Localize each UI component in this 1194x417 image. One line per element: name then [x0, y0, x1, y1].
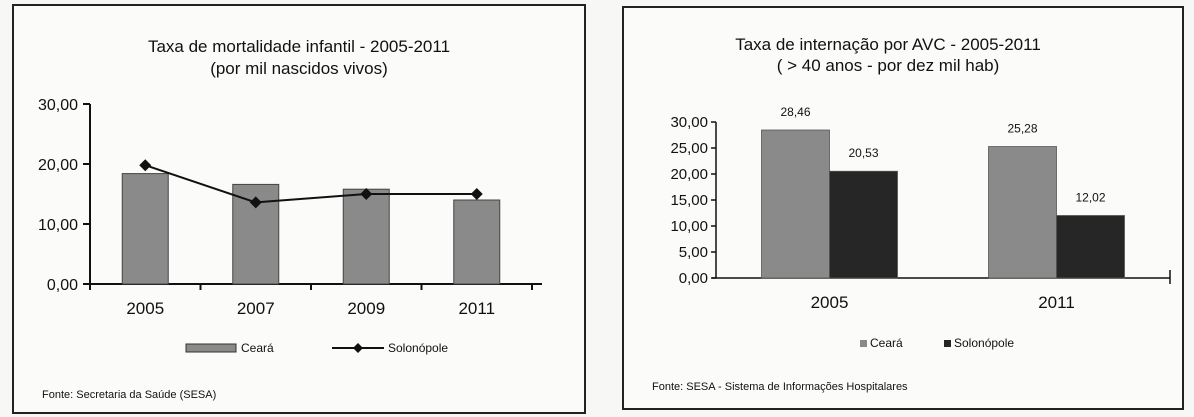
x-tick-label: 2009 — [347, 299, 385, 318]
point-solonopole-2007 — [249, 196, 262, 209]
legend: Ceará Solonópole — [185, 341, 448, 355]
legend-swatch-ceara — [860, 340, 867, 347]
bar-solonopole-2005 — [829, 170, 898, 279]
y-tick-label: 30,00 — [670, 114, 708, 131]
bar-solonopole-2011 — [1056, 215, 1125, 279]
chart-panel-mortalidade: Taxa de mortalidade infantil - 2005-2011… — [12, 4, 586, 414]
legend-marker-solonopole — [353, 343, 363, 353]
bar-ceara-2005 — [761, 129, 830, 279]
x-tick-label: 2005 — [811, 293, 849, 312]
point-solonopole-2011 — [470, 188, 483, 200]
bar-ceara-2005 — [121, 173, 169, 285]
x-tick-label: 2005 — [126, 299, 164, 318]
y-tick-label: 30,00 — [38, 97, 78, 114]
chart-panel-avc: Taxa de internação por AVC - 2005-2011 (… — [622, 6, 1184, 410]
legend-label-ceara: Ceará — [241, 341, 274, 355]
y-tick-label: 15,00 — [670, 192, 708, 209]
y-tick-label: 0,00 — [679, 270, 708, 287]
data-label: 25,28 — [1007, 122, 1037, 136]
legend-label-solonopole: Solonópole — [954, 336, 1014, 350]
x-tick-label: 2011 — [458, 299, 495, 318]
chart-title: Taxa de mortalidade infantil - 2005-2011 — [148, 37, 450, 56]
point-solonopole-2009 — [360, 188, 373, 200]
x-tick-label: 2007 — [237, 299, 275, 318]
chart-mortalidade-svg: Taxa de mortalidade infantil - 2005-2011… — [38, 37, 542, 401]
line-solonopole — [144, 164, 477, 204]
y-tick-label: 5,00 — [679, 244, 708, 261]
x-tick-label: 2011 — [1038, 293, 1075, 312]
source-note: Fonte: SESA - Sistema de Informações Hos… — [652, 381, 908, 393]
y-tick-label: 10,00 — [38, 217, 78, 234]
legend-label-solonopole: Solonópole — [388, 341, 448, 355]
legend: Ceará Solonópole — [860, 336, 1014, 350]
bar-ceara-2011 — [988, 146, 1057, 279]
chart-subtitle: (por mil nascidos vivos) — [210, 59, 388, 78]
legend-swatch-ceara — [185, 343, 237, 353]
legend-swatch-solonopole — [944, 340, 951, 347]
source-note: Fonte: Secretaria da Saúde (SESA) — [42, 389, 216, 401]
bar-ceara-2009 — [342, 188, 390, 285]
bar-ceara-2011 — [453, 199, 501, 285]
y-tick-label: 20,00 — [670, 166, 708, 183]
y-tick-label: 0,00 — [47, 277, 78, 294]
data-label: 28,46 — [780, 105, 810, 119]
data-label: 20,53 — [848, 146, 878, 160]
legend-label-ceara: Ceará — [870, 336, 903, 350]
data-label: 12,02 — [1075, 190, 1105, 204]
chart-avc-svg: Taxa de internação por AVC - 2005-2011 (… — [652, 35, 1171, 393]
y-tick-label: 10,00 — [670, 218, 708, 235]
point-solonopole-2005 — [139, 159, 152, 172]
y-tick-label: 20,00 — [38, 157, 78, 174]
chart-subtitle: ( > 40 anos - por dez mil hab) — [777, 56, 1000, 75]
y-tick-label: 25,00 — [670, 140, 708, 157]
chart-title: Taxa de internação por AVC - 2005-2011 — [735, 35, 1041, 54]
